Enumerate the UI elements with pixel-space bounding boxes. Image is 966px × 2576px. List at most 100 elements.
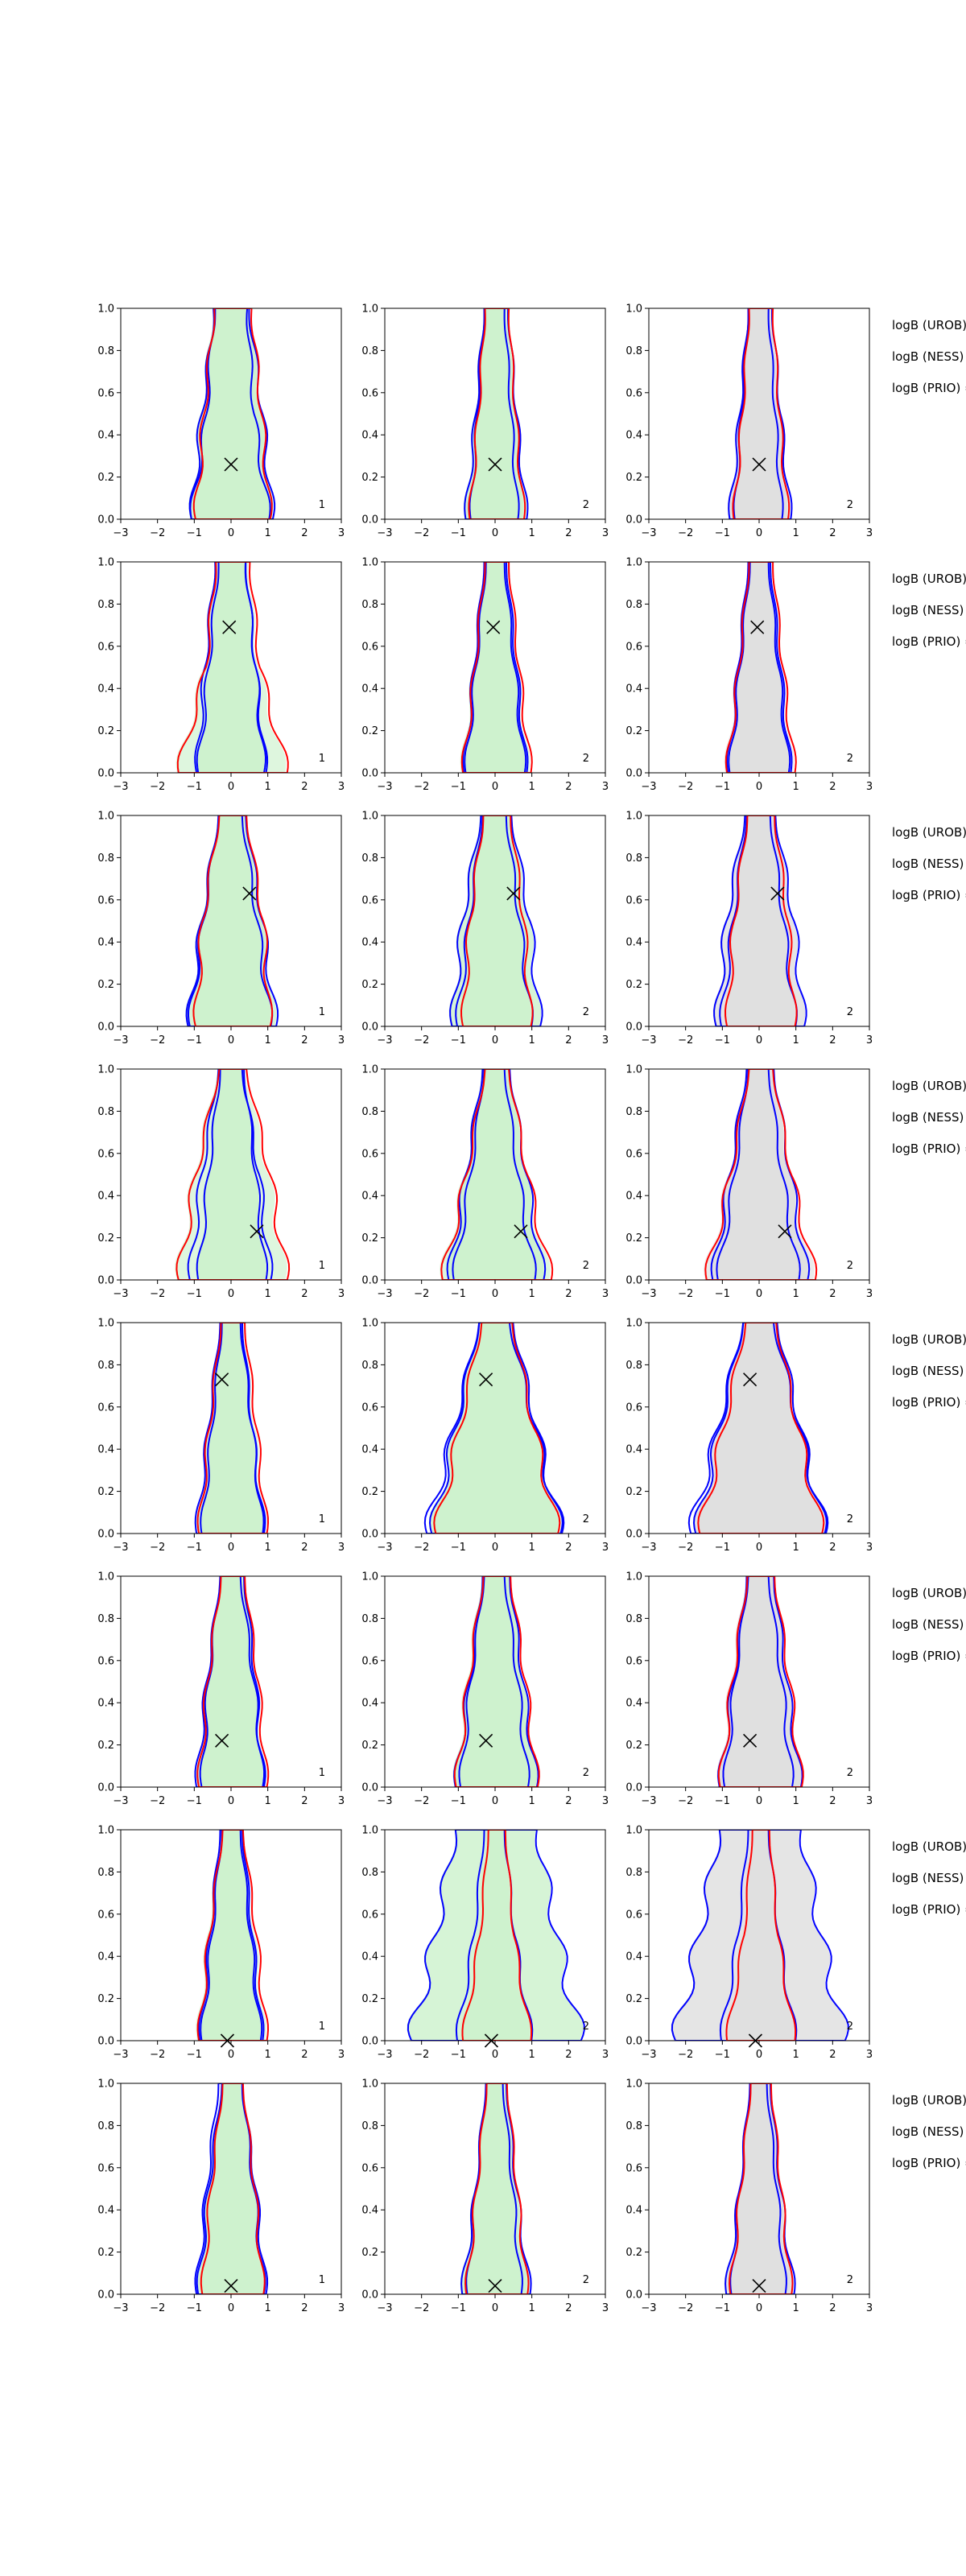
- contour-red-outer: [453, 1576, 540, 1787]
- contour-blue-inner: [458, 1576, 530, 1787]
- x-tick-label: 3: [602, 781, 609, 793]
- y-tick-label: 0.6: [97, 1402, 114, 1414]
- x-tick-label: −1: [451, 1795, 466, 1807]
- contour-red-outer: [724, 815, 798, 1026]
- x-tick-label: −3: [641, 527, 656, 539]
- x-tick-label: 1: [793, 1795, 799, 1807]
- x-tick-label: −1: [451, 2302, 466, 2314]
- marker-x: [743, 1733, 758, 1748]
- panel-plot-area: [175, 1069, 291, 1280]
- density-fill-inner: [704, 1069, 815, 1280]
- side-text-line: logB (NESS) =: [892, 2124, 966, 2139]
- panel-r8-c1: −3 −2 −1 0 1 2 3 0.0 0.2 0.4 0.6 0.8 1.0 1: [97, 2079, 345, 2315]
- y-tick-label: 1.0: [361, 1571, 378, 1583]
- x-tick-label: 1: [265, 1542, 271, 1554]
- x-tick-label: 3: [338, 2049, 345, 2061]
- density-fill-inner: [716, 1576, 802, 1787]
- x-tick-label: 2: [301, 781, 308, 793]
- x-tick-label: 2: [301, 1542, 308, 1554]
- x-tick-label: 1: [529, 1795, 535, 1807]
- y-tick-label: 0.0: [97, 1529, 114, 1541]
- x-tick-label: 2: [565, 527, 572, 539]
- panel-plot-area: [194, 1576, 270, 1787]
- y-tick-label: 0.8: [97, 1106, 114, 1118]
- x-tick-label: 3: [866, 2302, 873, 2314]
- y-tick-label: 0.8: [361, 345, 378, 357]
- x-tick-label: 1: [529, 2302, 535, 2314]
- contour-red-outer: [729, 2083, 794, 2294]
- y-tick-label: 0.6: [97, 1655, 114, 1667]
- marker-x: [224, 2278, 238, 2293]
- y-tick-label: 0.6: [97, 2162, 114, 2174]
- panel-number-label: 2: [583, 1006, 589, 1018]
- x-tick-label: 0: [228, 1542, 234, 1554]
- y-tick-label: 0.2: [361, 1740, 378, 1752]
- contour-red-outer: [200, 2083, 266, 2294]
- y-tick-label: 0.2: [625, 979, 642, 991]
- y-tick-label: 0.6: [625, 641, 642, 653]
- contour-blue-outer: [464, 308, 529, 519]
- contour-red-outer: [732, 308, 791, 519]
- y-tick-label: 0.4: [97, 2205, 114, 2217]
- contour-blue-inner: [194, 1576, 266, 1787]
- y-tick-label: 0.2: [97, 1740, 114, 1752]
- side-text-line: logB (PRIO) =: [892, 1141, 966, 1156]
- y-tick-label: 0.2: [97, 2247, 114, 2259]
- contour-red-outer: [440, 1069, 554, 1280]
- y-tick-label: 1.0: [97, 1064, 114, 1076]
- contour-blue-outer: [428, 1323, 564, 1534]
- y-tick-label: 0.6: [361, 1148, 378, 1160]
- x-tick-label: 3: [338, 1288, 345, 1300]
- side-text-line: logB (UROB) =: [892, 1079, 966, 1093]
- y-tick-label: 0.0: [625, 1022, 642, 1034]
- y-tick-label: 0.6: [625, 1909, 642, 1921]
- y-tick-label: 0.0: [361, 768, 378, 780]
- panel-plot-area: [727, 308, 793, 519]
- x-tick-label: −2: [414, 1034, 429, 1046]
- marker-x: [488, 2278, 502, 2293]
- panel-number-label: 2: [847, 1260, 853, 1272]
- x-tick-label: −1: [451, 1034, 466, 1046]
- x-tick-label: −2: [414, 781, 429, 793]
- y-tick-label: 0.0: [97, 1022, 114, 1034]
- contour-blue-inner: [722, 1576, 795, 1787]
- side-text-line: logB (PRIO) =: [892, 1902, 966, 1917]
- x-tick-label: 0: [492, 527, 498, 539]
- panel-plot-area: [460, 562, 533, 773]
- density-fill-inner: [452, 1576, 538, 1787]
- panel-plot-area: [175, 562, 289, 773]
- panel-r1-c2: −3 −2 −1 0 1 2 3 0.0 0.2 0.4 0.6 0.8 1.0 2: [361, 303, 609, 540]
- y-tick-label: 0.6: [361, 1655, 378, 1667]
- x-tick-label: −2: [678, 1288, 693, 1300]
- x-tick-label: 0: [228, 2302, 234, 2314]
- x-tick-label: −3: [113, 781, 128, 793]
- y-tick-label: 1.0: [361, 557, 378, 569]
- marker-x: [250, 1224, 264, 1239]
- contour-blue-outer: [196, 1069, 269, 1280]
- panel-plot-area: [716, 1576, 804, 1787]
- density-fill-inner: [724, 1830, 794, 2041]
- x-tick-label: 1: [529, 1034, 535, 1046]
- y-tick-label: 1.0: [625, 1571, 642, 1583]
- x-tick-label: 1: [793, 527, 799, 539]
- side-text-line: logB (NESS) =: [892, 1617, 966, 1632]
- x-tick-label: −1: [451, 781, 466, 793]
- contour-red-outer: [461, 1830, 533, 2041]
- y-tick-label: 1.0: [625, 1825, 642, 1837]
- y-tick-label: 0.4: [361, 1191, 378, 1203]
- panel-plot-area: [687, 1323, 829, 1534]
- x-tick-label: 0: [492, 1795, 498, 1807]
- x-tick-label: 2: [565, 781, 572, 793]
- x-tick-label: −3: [113, 1288, 128, 1300]
- density-fill-inner: [192, 308, 270, 519]
- y-tick-label: 0.6: [625, 1148, 642, 1160]
- y-tick-label: 1.0: [625, 557, 642, 569]
- panel-plot-area: [704, 1069, 818, 1280]
- x-tick-label: −2: [150, 1795, 165, 1807]
- y-tick-label: 1.0: [361, 1318, 378, 1330]
- side-text-line: logB (NESS) =: [892, 1871, 966, 1885]
- x-tick-label: 0: [756, 2302, 762, 2314]
- marker-x: [770, 886, 785, 901]
- contour-blue-inner: [452, 1069, 537, 1280]
- x-tick-label: 1: [265, 527, 271, 539]
